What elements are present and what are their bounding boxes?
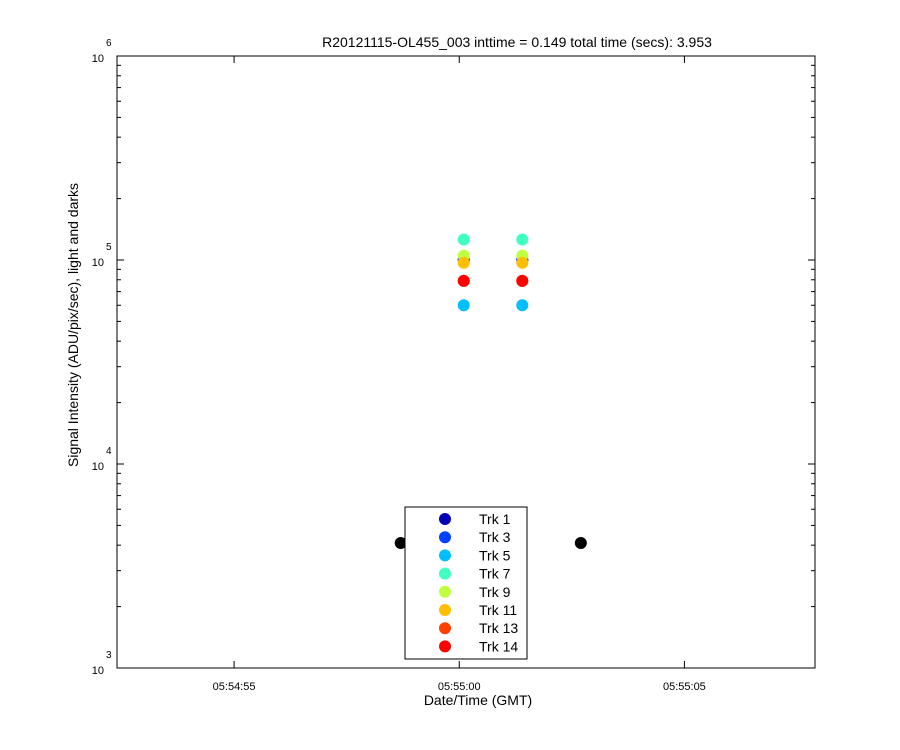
legend-label: Trk 5 [479,547,511,563]
legend: Trk 1 Trk 3 Trk 5 Trk 7 Trk 9 Trk 11 Trk 13 Trk… [404,506,528,660]
x-tick-label: 05:54:55 [213,681,256,693]
data-point [516,256,529,269]
legend-box [404,506,528,660]
legend-label: Trk 14 [479,638,518,654]
legend-label: Trk 3 [479,529,511,545]
x-tick-label: 05:55:00 [438,681,481,693]
y-tick-label: 10 [92,461,104,473]
x-axis-label: Date/Time (GMT) [424,692,532,708]
data-point [516,299,529,312]
data-point [457,299,470,312]
legend-items: Trk 1 Trk 3 Trk 5 Trk 7 Trk 9 Trk 11 Trk 13 Trk… [439,511,518,654]
data-point [516,233,529,246]
legend-marker [439,549,451,562]
legend-marker [439,513,451,525]
legend-marker [439,531,451,544]
x-tick-labels: 05:54:55 05:55:00 05:55:05 [213,681,706,693]
data-point [574,536,587,549]
data-point [457,233,470,246]
y-axis-label: Signal Intensity (ADU/pix/sec), light an… [65,183,81,467]
legend-label: Trk 13 [479,620,518,636]
data-point [457,274,470,287]
data-point [516,274,529,287]
legend-marker [439,585,451,598]
data-point [457,256,470,269]
y-tick-label: 10 [92,665,104,677]
y-tick-exponent: 3 [106,650,112,661]
y-tick-exponent: 6 [106,38,112,49]
axis-ticks [117,55,815,669]
legend-marker [439,604,451,616]
legend-label: Trk 1 [479,511,511,527]
legend-label: Trk 9 [479,584,511,600]
y-tick-exponent: 5 [106,242,112,253]
y-tick-label: 10 [92,53,104,65]
x-tick-label: 05:55:05 [663,681,706,693]
legend-marker [439,622,451,635]
legend-marker [439,640,451,653]
y-tick-exponent: 4 [106,446,112,457]
legend-label: Trk 7 [479,566,511,582]
legend-marker [439,567,451,580]
chart-title: R20121115-OL455_003 inttime = 0.149 tota… [322,34,712,50]
y-tick-label: 10 [92,257,104,269]
legend-label: Trk 11 [479,602,517,618]
